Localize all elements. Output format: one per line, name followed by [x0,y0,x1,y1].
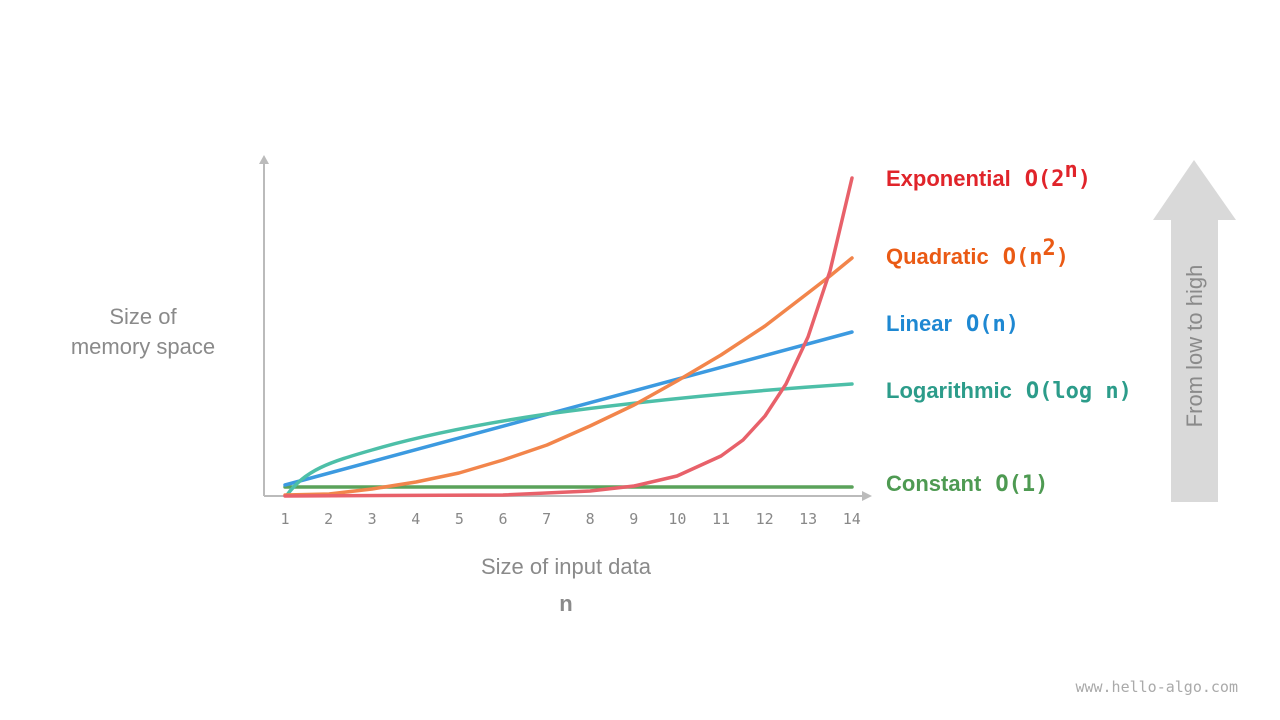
x-tick-label: 3 [368,510,377,528]
notation: ) [1056,245,1069,270]
notation: O(n) [966,312,1019,337]
growth-arrow [1153,160,1236,502]
x-tick-label: 11 [712,510,730,528]
curve-name: Exponential [886,166,1011,191]
constant-label: Constant O(1) [886,471,1048,497]
y-axis-arrow [259,155,269,164]
x-tick-label: 9 [629,510,638,528]
exponential-curve [283,176,854,498]
x-tick-label: 6 [498,510,507,528]
linear-curve [283,330,854,487]
x-tick-label: 13 [799,510,817,528]
curve-name: Logarithmic [886,378,1012,403]
notation: O(1) [995,472,1048,497]
x-tick-label: 5 [455,510,464,528]
logarithmic-label: Logarithmic O(log n) [886,378,1132,404]
logarithmic-curve [285,382,854,497]
curve-name: Linear [886,311,952,336]
notation-sup: 2 [1042,236,1055,261]
curve-name: Constant [886,471,982,496]
notation-small: log [1052,379,1092,404]
curve-name: Quadratic [886,244,989,269]
x-tick-label: 14 [843,510,861,528]
x-tick-label: 10 [668,510,686,528]
x-tick-label: 12 [756,510,774,528]
x-tick-label: 1 [280,510,289,528]
x-tick-label: 7 [542,510,551,528]
notation-sup: n [1064,158,1077,183]
quadratic-curve [283,256,854,497]
notation: n) [1092,379,1132,404]
notation: O( [1026,379,1053,404]
watermark: www.hello-algo.com [1075,678,1238,696]
exponential-label: Exponential O(2n) [886,158,1091,192]
x-label: Size of input data [481,554,652,579]
x-tick-label: 2 [324,510,333,528]
linear-label: Linear O(n) [886,311,1019,337]
y-label: Size of [109,304,177,329]
notation: O(2 [1025,167,1065,192]
arrow-label: From low to high [1182,265,1207,428]
x-axis-arrow [862,491,872,501]
x-tick-label: 8 [586,510,595,528]
quadratic-label: Quadratic O(n2) [886,236,1069,270]
notation: O(n [1003,245,1043,270]
notation: ) [1078,167,1091,192]
x-tick-label: 4 [411,510,420,528]
x-variable: n [559,591,572,616]
y-label: memory space [71,334,215,359]
